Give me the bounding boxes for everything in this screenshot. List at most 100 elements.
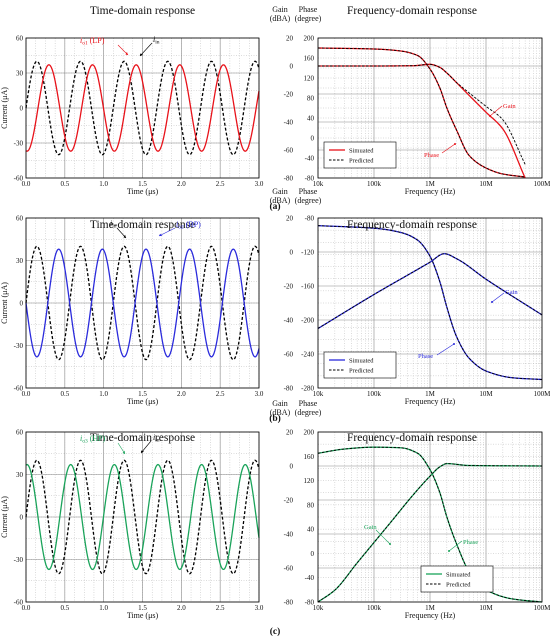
x-tick-label: 2.5 [216, 180, 225, 188]
annotation-gain-b-text: Gain [505, 289, 518, 296]
x-tick-label: 1.5 [138, 604, 147, 612]
gain-axis-label: Gain [272, 399, 288, 408]
phase-tick-label: -240 [301, 351, 314, 359]
series-line-predicted-gain [317, 463, 543, 603]
chart-title: Frequency-domain response [347, 432, 477, 444]
x-axis-label: Frequency (Hz) [405, 611, 456, 620]
phase-tick-label: 40 [307, 526, 315, 534]
phase-tick-label: 0 [311, 550, 315, 558]
series-line-iin [25, 245, 260, 361]
annotation-iin-a: iin [139, 35, 160, 57]
annotation-lp-text: io1 (LP) [80, 36, 105, 47]
series-line-iBP [25, 248, 260, 358]
x-tick-label: 1M [425, 180, 436, 188]
gain-tick-label: -40 [284, 531, 294, 539]
annotation-phase-b-leader [436, 343, 455, 356]
panel-b-time-plot: 0.0 0.5 1.0 1.5 2.0 2.5 3.0 60 30 0 -30 -60 Time-dom… [0, 215, 264, 407]
legend-label-simulated: Simuated [446, 572, 471, 579]
annotation-bp-arrowhead [159, 233, 163, 237]
x-tick-label: 10k [313, 180, 324, 188]
y-tick-label: 0 [20, 105, 24, 113]
annotation-bp-text: io2 (BP) [176, 220, 201, 231]
phase-tick-label: 160 [304, 453, 315, 461]
x-axis-label: Frequency (Hz) [405, 397, 456, 406]
y-tick-label: 30 [16, 257, 24, 265]
plot-frame [25, 37, 260, 179]
x-tick-label: 1.5 [138, 390, 147, 398]
x-tick-label: 0.5 [60, 390, 69, 398]
annotation-phase-b-text: Phase [418, 353, 433, 360]
x-tick-label: 1.0 [99, 180, 108, 188]
annotation-gain-a-text: Gain [503, 103, 516, 110]
x-tick-label: 2.0 [177, 604, 186, 612]
panel-b-freq-plot: 10k 100k 1M 10M 100M 20 0 -20 -40 -60 -80 -80 -120 -1… [270, 187, 550, 406]
x-tick-label: 100k [367, 390, 382, 398]
annotation-bp: io2 (BP) [158, 220, 201, 237]
annotation-hp-text: io3 (HP) [80, 434, 106, 445]
annotation-phase-b: Phase [418, 343, 455, 360]
gain-tick-label: 20 [286, 429, 294, 437]
annotation-lp-arrowhead [125, 51, 128, 55]
x-tick-label: 1.0 [99, 390, 108, 398]
y-tick-label: 30 [16, 471, 24, 479]
series-line-iLP [25, 64, 260, 152]
gain-tick-label: 0 [290, 463, 294, 471]
x-tick-label: 2.0 [177, 390, 186, 398]
legend-box [323, 141, 397, 169]
phase-tick-label: 200 [304, 429, 315, 437]
legend-label-predicted: Predicted [349, 368, 374, 375]
y-tick-label: 60 [16, 35, 24, 43]
phase-axis-unit: (degree) [295, 196, 322, 205]
annotation-phase-c: Phase [448, 539, 478, 552]
annotation-iin-a-arrowhead [140, 53, 144, 56]
x-tick-label: 0.5 [60, 180, 69, 188]
panel-a-freq-plot: 10k 100k 1M 10M 100M200-20-40-60-80200160120… [270, 5, 550, 196]
x-tick-label: 100M [534, 604, 550, 612]
legend-label-simulated: Simuated [349, 358, 374, 365]
legend-label-simulated: Simuated [349, 148, 374, 155]
x-tick-label: 3.0 [255, 604, 264, 612]
gain-axis-label: Gain [272, 187, 288, 196]
phase-tick-label: -40 [305, 155, 315, 163]
x-tick-label: 0.0 [22, 180, 31, 188]
x-tick-label: 100M [534, 390, 550, 398]
gain-tick-label: -60 [284, 147, 294, 155]
panel-a-time-plot: 0.0 0.5 1.0 1.5 2.0 2.5 3.0 60 30 0 -30 -60 Time-dom… [0, 5, 264, 196]
y-tick-label: 0 [20, 514, 24, 522]
annotation-bp-leader [158, 227, 176, 237]
y-tick-label: -30 [14, 342, 24, 350]
panel-label: (b) [269, 413, 281, 424]
gain-tick-label: 0 [290, 249, 294, 257]
x-tick-label: 10k [313, 390, 324, 398]
plot-frame [25, 217, 260, 389]
phase-tick-label: 160 [304, 55, 315, 63]
annotation-gain-a: Gain [489, 103, 516, 117]
annotation-gain-b-leader [491, 292, 505, 303]
legend: Simuated Predicted [420, 565, 494, 593]
phase-tick-label: 0 [311, 135, 315, 143]
annotation-gain-c-marker [389, 543, 391, 545]
annotation-phase-c-leader [448, 540, 463, 552]
series-line-predicted-phase [317, 47, 526, 178]
gain-tick-label: -60 [284, 351, 294, 359]
chart-title: Time-domain response [90, 219, 195, 231]
gain-tick-label: 20 [286, 35, 294, 43]
x-tick-label: 1M [425, 604, 436, 612]
y-tick-label: 60 [16, 429, 24, 437]
x-tick-label: 100M [534, 180, 550, 188]
legend-label-predicted: Predicted [446, 582, 471, 589]
legend: Simuated Predicted [323, 141, 397, 169]
annotation-phase-a: Phase [424, 143, 456, 159]
chart-title: Frequency-domain response [347, 5, 477, 17]
annotation-phase-c-marker [448, 550, 450, 552]
phase-tick-label: -200 [301, 317, 314, 325]
plot-frame [25, 431, 260, 603]
y-tick-label: -60 [14, 385, 24, 393]
series-line-predicted-phase [317, 446, 543, 603]
legend-box [420, 565, 494, 593]
series-line-iin [25, 459, 260, 575]
phase-tick-label: -160 [301, 283, 314, 291]
phase-tick-label: -40 [305, 574, 315, 582]
annotation-phase-a-text: Phase [424, 152, 439, 159]
